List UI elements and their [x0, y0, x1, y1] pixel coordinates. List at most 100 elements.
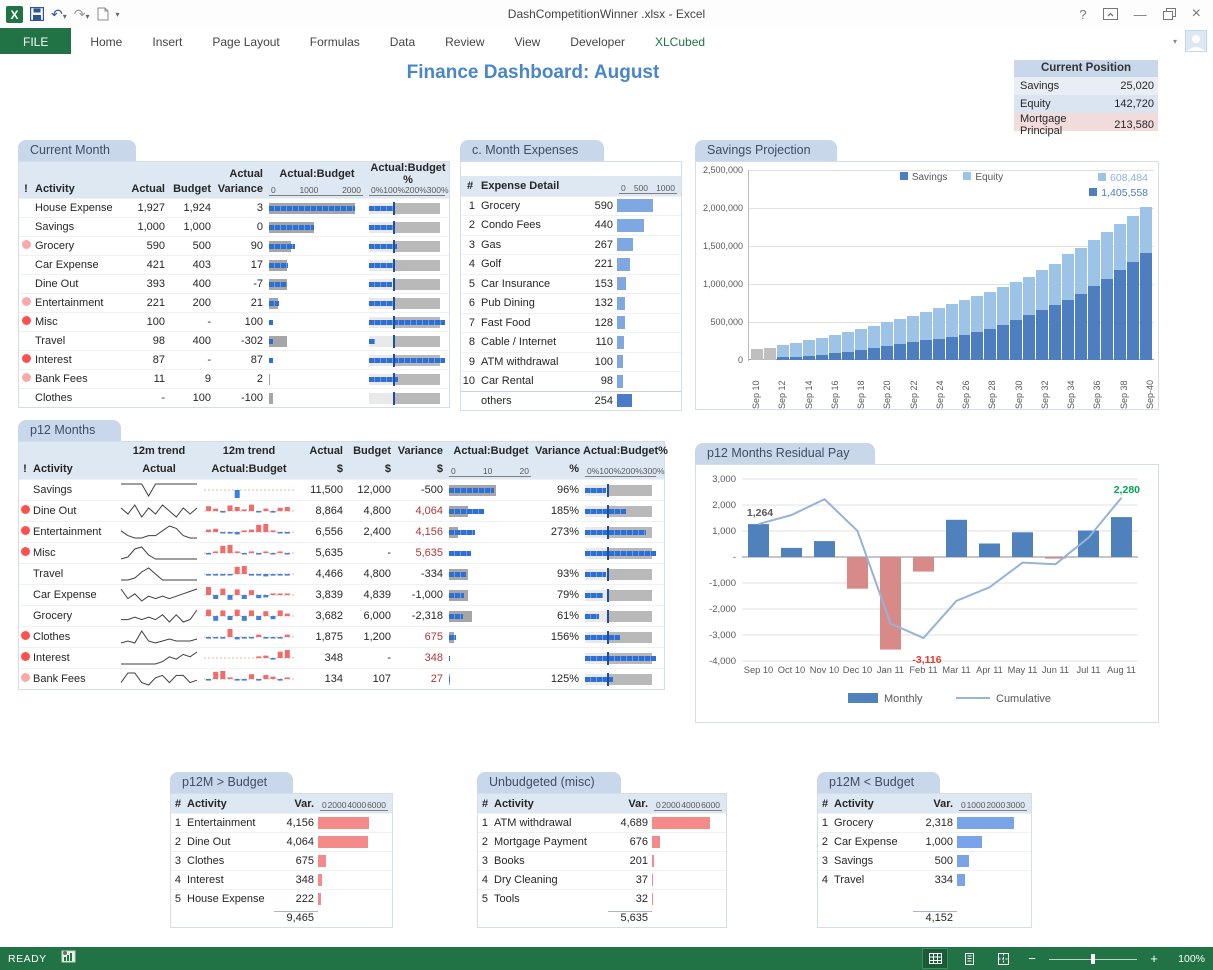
actual-cell: 134: [324, 673, 343, 685]
axis-tick: 300%: [642, 466, 665, 476]
budget-bar: [269, 392, 274, 404]
rank-cell: 2: [821, 836, 828, 848]
y-tick-label: 1,500,000: [702, 241, 743, 251]
ribbon-tab-formulas[interactable]: Formulas: [309, 34, 360, 49]
equity-segment: [1140, 206, 1153, 254]
pct-100-tick: [392, 353, 395, 367]
zoom-slider[interactable]: [1049, 953, 1137, 965]
activity-cell: Books: [494, 855, 525, 867]
table-row: Bank Fees 11 9 2: [19, 369, 449, 388]
actual-budget-pct-bar: [585, 483, 656, 497]
restore-button[interactable]: [1162, 8, 1176, 20]
ribbon-tab-developer[interactable]: Developer: [570, 34, 625, 49]
ribbon-tab-file[interactable]: FILE: [0, 28, 72, 54]
savings-segment: [919, 340, 932, 360]
y-axis-labels: 2,500,000 2,000,000 1,500,000 1,000,000 500,…: [696, 165, 748, 365]
macro-record-icon[interactable]: [61, 949, 76, 968]
panel-tab-label: p12M > Budget: [182, 775, 268, 789]
bar-stack: [971, 296, 984, 360]
table-row: 8 Cable / Internet 110: [461, 332, 681, 352]
expense-bar: [617, 238, 634, 252]
x-tick-label: Sep 22: [908, 380, 919, 409]
status-dot-icon: [21, 297, 31, 306]
ribbon-tab-insert[interactable]: Insert: [152, 34, 183, 49]
expense-name-cell: Car Rental: [481, 375, 534, 388]
pct-bar: [585, 592, 603, 598]
normal-view-button[interactable]: [922, 948, 948, 969]
expense-bar: [617, 257, 631, 271]
undo-button[interactable]: ↶▾: [51, 6, 67, 22]
end-value-labels: 608,484 1,405,558: [1089, 172, 1148, 202]
actual-budget-pct-bar: [369, 239, 445, 253]
variance-cell: -302: [240, 335, 263, 347]
bar-stack: [1023, 276, 1036, 360]
variance-sparkline: [201, 649, 297, 667]
activity-cell: Clothes: [33, 631, 71, 643]
zoom-slider-thumb[interactable]: [1091, 953, 1095, 964]
worksheet[interactable]: Finance Dashboard: August Current Positi…: [0, 54, 1213, 947]
new-file-button[interactable]: [97, 7, 109, 21]
user-avatar[interactable]: [1185, 30, 1207, 52]
axis-tick: 4000: [681, 800, 701, 810]
col-header: Var.: [933, 797, 953, 810]
total-value: 5,635: [608, 911, 652, 924]
page-layout-view-button[interactable]: [957, 949, 981, 968]
savings-segment: [945, 336, 958, 360]
savings-segment: [932, 338, 945, 360]
expense-name-cell: Condo Fees: [481, 219, 541, 232]
bar-stack: [815, 337, 828, 360]
actual-budget-bar: [269, 259, 363, 272]
variance-cell: 4,156: [286, 817, 314, 829]
save-button[interactable]: [30, 7, 44, 21]
actual-budget-pct-bar: [585, 609, 656, 623]
axis-tick: 20: [519, 466, 529, 476]
savings-segment: [1049, 304, 1062, 360]
variance-bar: [652, 817, 710, 829]
ribbon-tab-data[interactable]: Data: [389, 34, 416, 49]
table-row: Car Expense 421 403 17: [19, 255, 449, 274]
expense-name-cell: Gas: [481, 238, 502, 251]
unbudgeted-panel: Unbudgeted (misc) # Activity Var. 0 2000 4000…: [477, 772, 727, 928]
expense-bar-cell: [617, 394, 681, 408]
status-dot-icon: [21, 240, 31, 249]
axis-tick: 2000: [986, 800, 1006, 810]
zoom-in-button[interactable]: +: [1150, 951, 1158, 966]
legend-swatch: [899, 172, 908, 180]
close-button[interactable]: ×: [1191, 5, 1201, 22]
activity-cell: Grocery: [33, 610, 73, 622]
minimize-button[interactable]: —: [1133, 6, 1147, 22]
actual-cell: 87: [152, 354, 165, 366]
qat-customize-caret-icon[interactable]: ▾: [115, 9, 120, 19]
page-break-view-button[interactable]: [991, 949, 1015, 968]
ribbon-tab-xlcubed[interactable]: XLCubed: [655, 34, 706, 49]
x-tick-label: Sep 16: [829, 380, 840, 409]
bar-stack: [880, 321, 893, 360]
redo-button[interactable]: ↷▾: [73, 6, 90, 22]
budget-cell: -: [387, 547, 391, 559]
activity-cell: Entertainment: [187, 817, 256, 829]
ribbon-tab-review[interactable]: Review: [445, 34, 485, 49]
bar-stack: [1036, 270, 1049, 360]
ribbon-display-options-button[interactable]: [1102, 8, 1118, 20]
zoom-level[interactable]: 100%: [1178, 952, 1205, 965]
variance-cell: 348: [424, 652, 443, 664]
status-ready-label: READY: [8, 952, 47, 965]
table-row: Bank Fees 134 107 27 125%: [19, 668, 664, 689]
table-row: Travel 98 400 -302: [19, 331, 449, 350]
bar-stack: [919, 312, 932, 360]
table-row: Entertainment 221 200 21: [19, 293, 449, 312]
variance-bar: [318, 855, 327, 867]
variance-cell: 2,318: [925, 817, 953, 829]
excel-logo-icon: X: [6, 5, 23, 23]
help-button[interactable]: ?: [1079, 6, 1087, 22]
pct-100-tick: [607, 630, 610, 644]
zoom-out-button[interactable]: −: [1028, 951, 1036, 966]
account-caret-icon[interactable]: ▾: [1172, 36, 1177, 46]
ribbon-tab-home[interactable]: Home: [90, 34, 123, 49]
ribbon-tab-view[interactable]: View: [514, 34, 541, 49]
activity-cell: Bank Fees: [35, 373, 88, 385]
actual-budget-pct-bar: [585, 525, 656, 539]
ribbon-tab-page-layout[interactable]: Page Layout: [212, 34, 280, 49]
activity-cell: Car Expense: [35, 259, 99, 271]
